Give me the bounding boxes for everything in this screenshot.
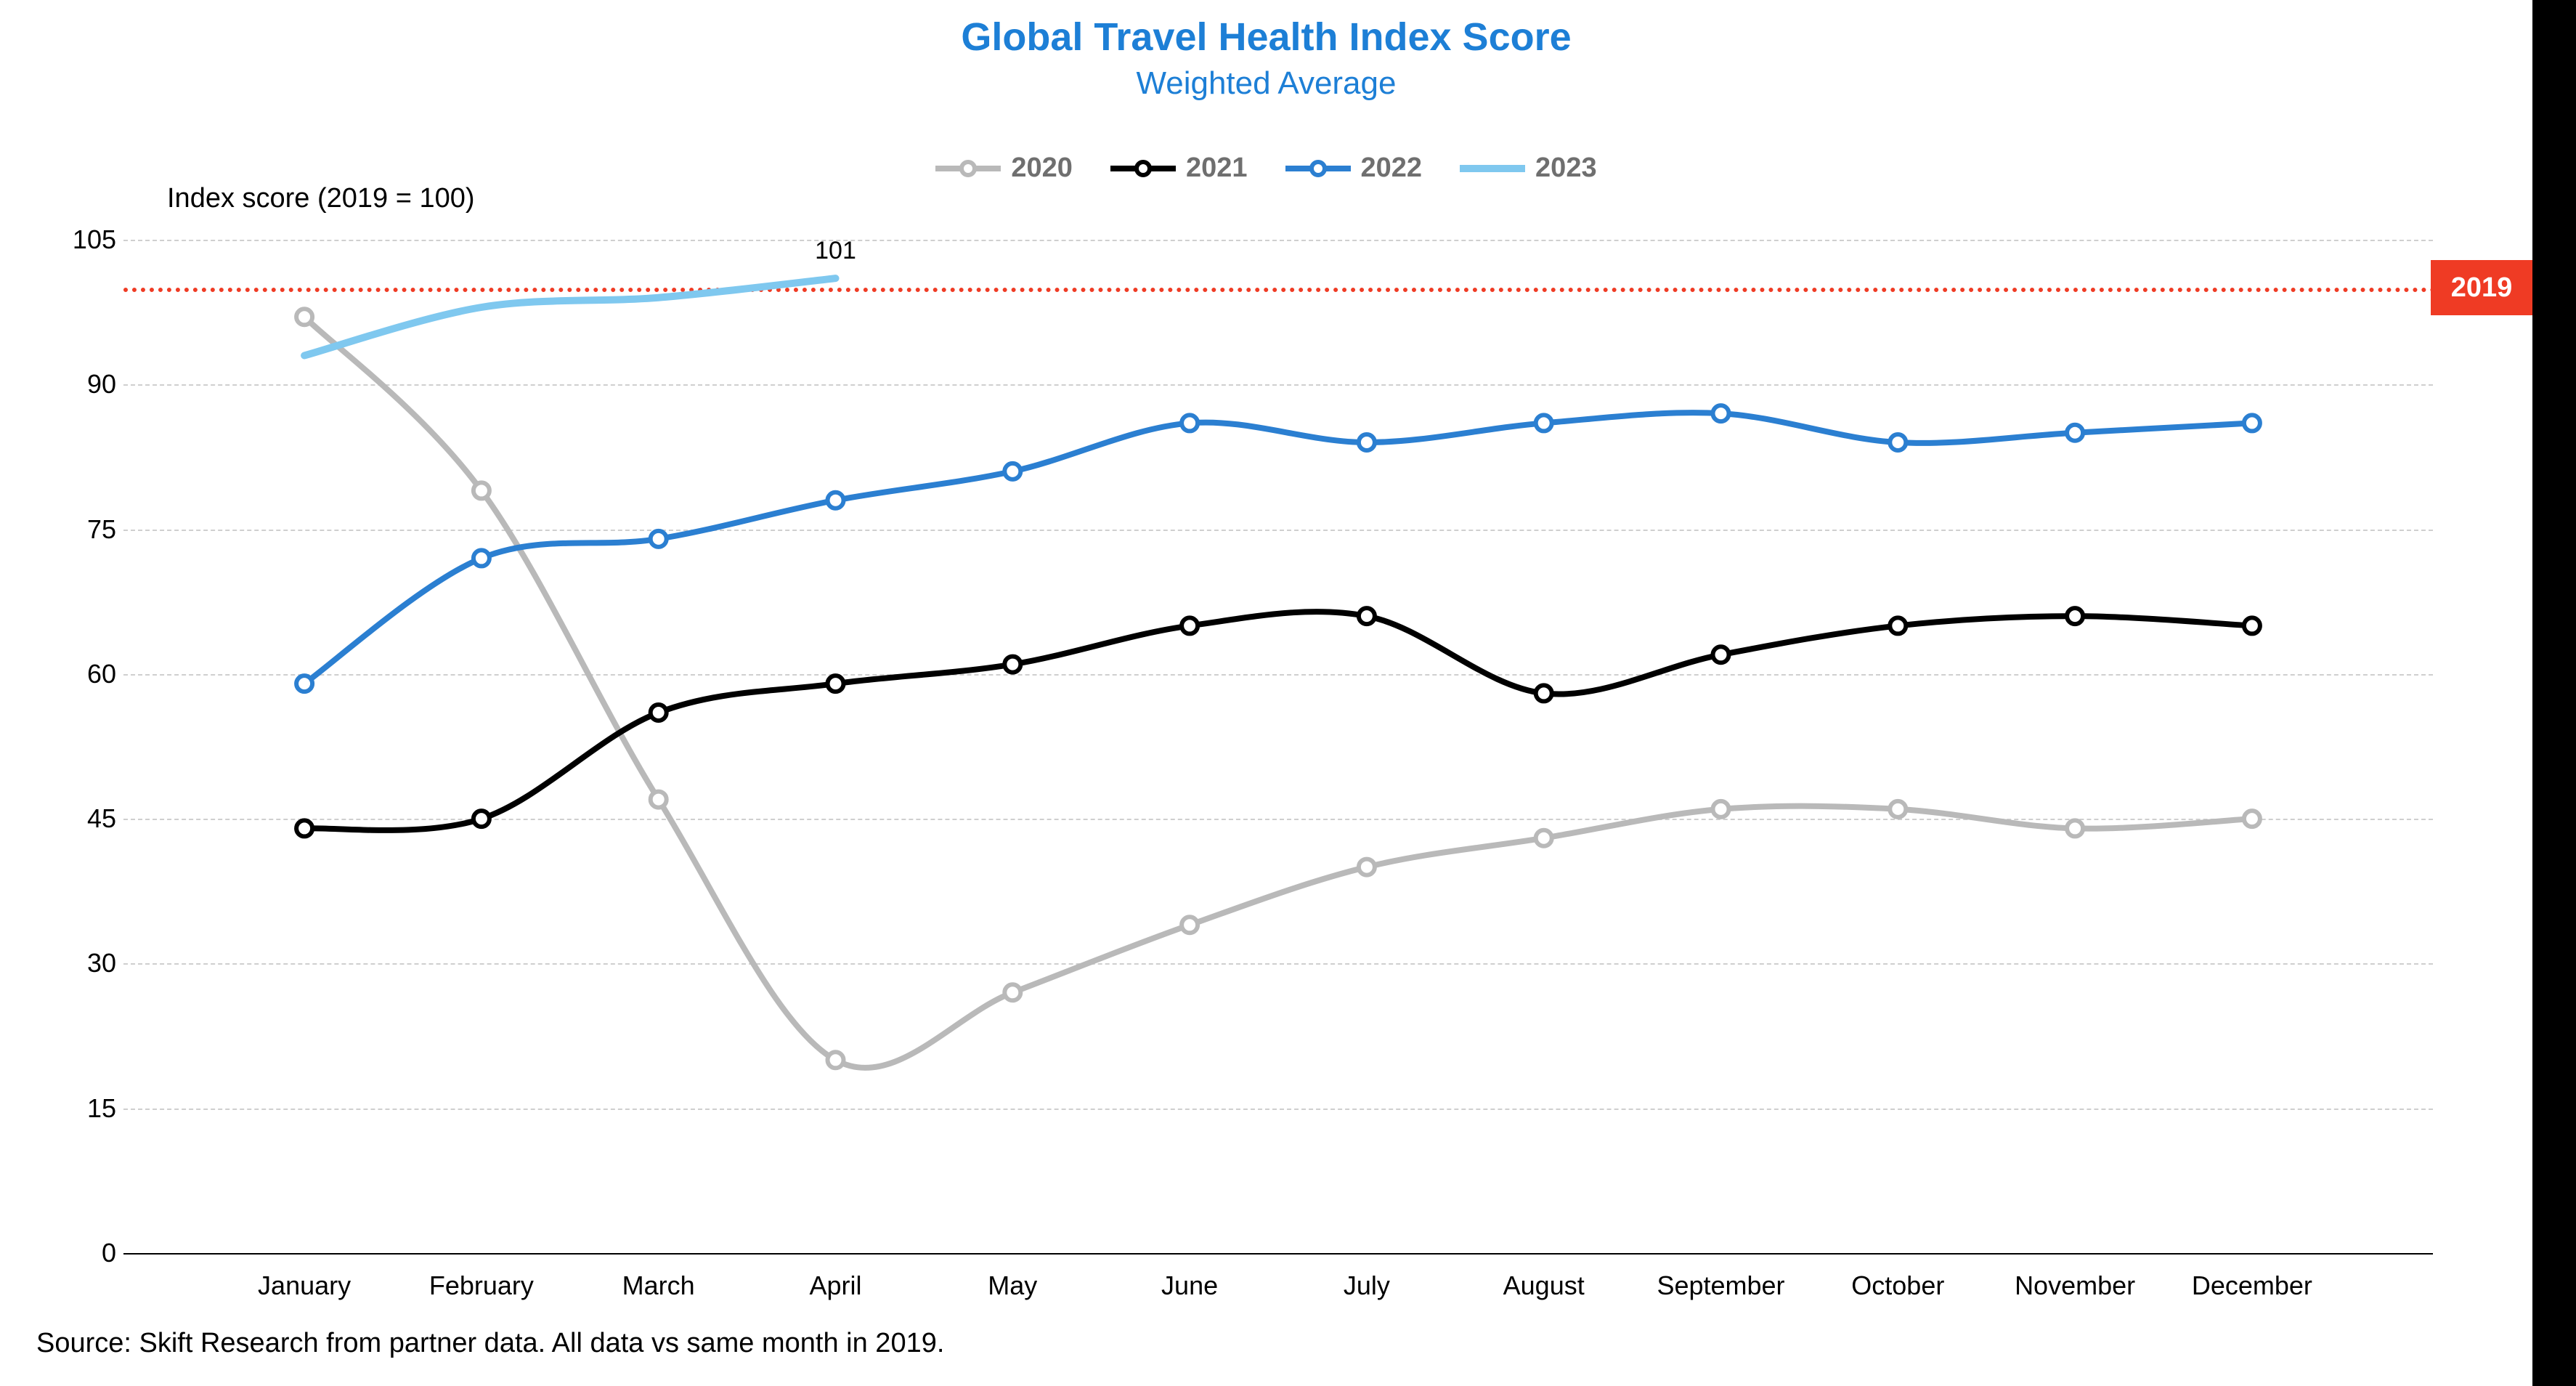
series-marker-2022 <box>1182 415 1198 431</box>
series-marker-2020 <box>296 309 312 325</box>
series-marker-2021 <box>1536 685 1552 701</box>
series-marker-2022 <box>1359 434 1375 450</box>
series-line-2021 <box>304 612 2252 830</box>
series-marker-2020 <box>1536 830 1552 846</box>
series-marker-2021 <box>1890 617 1906 633</box>
series-marker-2020 <box>1890 801 1906 817</box>
series-marker-2020 <box>474 482 489 498</box>
series-marker-2022 <box>2067 425 2083 441</box>
series-marker-2022 <box>1890 434 1906 450</box>
series-marker-2022 <box>828 493 844 508</box>
series-marker-2020 <box>2244 811 2260 827</box>
series-marker-2021 <box>2244 617 2260 633</box>
series-marker-2020 <box>1004 984 1020 1000</box>
series-marker-2020 <box>2067 820 2083 836</box>
series-marker-2021 <box>651 705 667 721</box>
series-line-2022 <box>304 413 2252 684</box>
series-marker-2022 <box>1536 415 1552 431</box>
right-black-strip <box>2532 0 2576 1386</box>
series-marker-2020 <box>651 792 667 808</box>
series-marker-2021 <box>474 811 489 827</box>
series-marker-2020 <box>1713 801 1729 817</box>
series-marker-2021 <box>1713 647 1729 662</box>
series-marker-2021 <box>1182 617 1198 633</box>
series-marker-2021 <box>1004 657 1020 673</box>
series-marker-2021 <box>1359 608 1375 624</box>
series-marker-2022 <box>296 676 312 692</box>
series-marker-2022 <box>2244 415 2260 431</box>
series-line-2023 <box>304 278 835 355</box>
series-marker-2021 <box>2067 608 2083 624</box>
source-attribution: Source: Skift Research from partner data… <box>36 1328 944 1359</box>
series-marker-2020 <box>1359 859 1375 875</box>
data-label: 101 <box>815 237 856 265</box>
plot-area <box>0 0 2576 1386</box>
series-marker-2022 <box>1713 405 1729 421</box>
series-marker-2022 <box>651 531 667 547</box>
series-marker-2021 <box>296 820 312 836</box>
series-marker-2021 <box>828 676 844 692</box>
figure-root: Global Travel Health Index Score Weighte… <box>0 0 2576 1386</box>
series-marker-2020 <box>828 1052 844 1068</box>
series-marker-2020 <box>1182 917 1198 933</box>
series-marker-2022 <box>474 550 489 566</box>
series-marker-2022 <box>1004 463 1020 479</box>
